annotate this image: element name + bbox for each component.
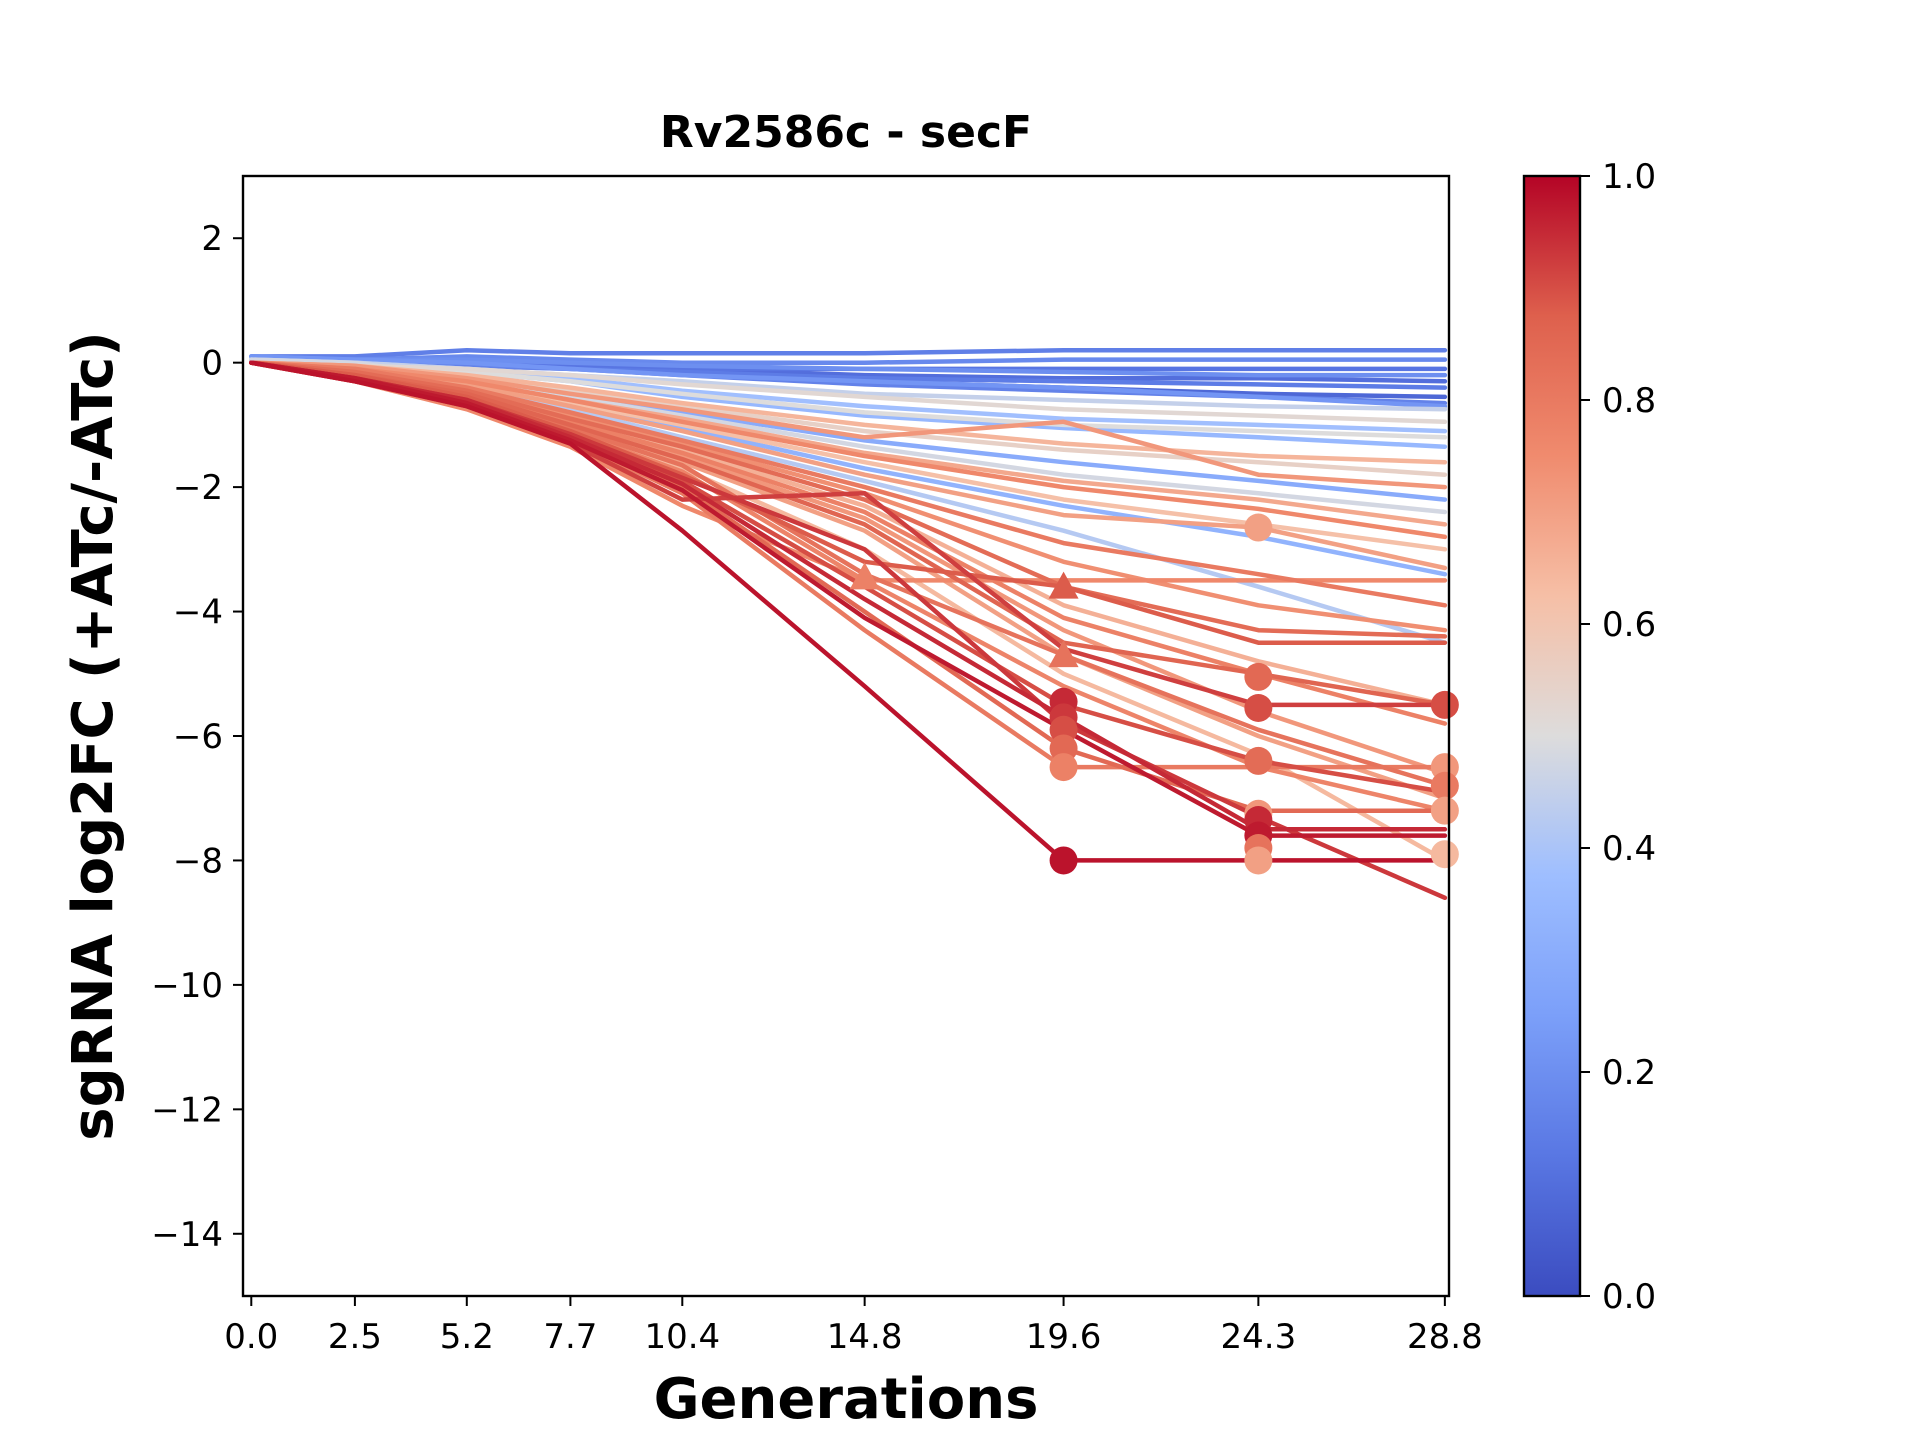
x-tick-label: 24.3 (1221, 1317, 1297, 1357)
y-tick-label: 0 (201, 344, 223, 384)
end-marker-circle (1244, 694, 1273, 722)
x-tick-label: 5.2 (440, 1317, 494, 1357)
x-axis-label: Generations (654, 1367, 1039, 1432)
series-line (249, 360, 1448, 639)
y-tick-label: −12 (151, 1090, 223, 1130)
y-axis: 2 0 −2 −4 −6 −8 −10 −12 −14 (151, 219, 243, 1255)
colorbar-tick-label: 0.8 (1602, 381, 1656, 421)
series-layer (249, 347, 1448, 901)
colorbar-tick-label: 0.0 (1602, 1277, 1656, 1317)
x-tick-label: 7.7 (543, 1317, 597, 1357)
end-marker-circle (1430, 796, 1459, 825)
end-marker-circle (1049, 753, 1078, 782)
colorbar-tick-label: 1.0 (1602, 157, 1656, 197)
x-tick-label: 28.8 (1407, 1317, 1483, 1357)
series-line (249, 360, 1448, 863)
x-tick-label: 2.5 (328, 1317, 382, 1357)
series-line (249, 360, 1448, 490)
end-marker-circle (1049, 846, 1078, 875)
y-tick-label: −10 (151, 966, 223, 1006)
series-line (249, 354, 1448, 409)
end-marker-triangle (1048, 571, 1079, 599)
colorbar-tick-label: 0.6 (1602, 605, 1656, 645)
y-tick-label: −6 (173, 717, 223, 757)
x-tick-label: 0.0 (224, 1317, 278, 1357)
y-tick-label: −8 (173, 841, 223, 881)
x-tick-label: 10.4 (644, 1317, 720, 1357)
end-marker-triangle (1048, 640, 1079, 668)
plot-frame (241, 174, 1451, 1298)
x-axis: 0.0 2.5 5.2 7.7 10.4 14.8 19.6 24.3 28.8 (224, 1296, 1483, 1357)
series-line (249, 360, 1448, 645)
end-marker-circle (1244, 662, 1273, 691)
end-marker-circle (1430, 771, 1459, 800)
series-line (249, 347, 1448, 359)
y-axis-label: sgRNA log2FC (+ATc/-ATc) (61, 331, 126, 1141)
end-marker-circle (1244, 513, 1273, 542)
x-tick-label: 19.6 (1026, 1317, 1102, 1357)
series-line (249, 360, 1448, 608)
y-tick-label: −4 (173, 593, 223, 633)
colorbar-tick-label: 0.4 (1602, 829, 1656, 869)
colorbar-tick-label: 0.2 (1602, 1053, 1656, 1093)
colorbar: 0.0 0.2 0.4 0.6 0.8 1.0 (1522, 157, 1656, 1317)
y-tick-label: −2 (173, 468, 223, 508)
chart-title: Rv2586c - secF (660, 107, 1032, 158)
end-marker-circle (1430, 840, 1459, 869)
y-tick-label: 2 (201, 219, 223, 259)
end-marker-circle (1244, 746, 1273, 775)
end-marker-circle (1430, 690, 1459, 719)
x-tick-label: 14.8 (827, 1317, 903, 1357)
series-line (249, 360, 1448, 838)
colorbar-gradient (1522, 174, 1582, 1298)
y-tick-label: −14 (151, 1215, 223, 1255)
end-marker-circle (1244, 846, 1273, 875)
marker-layer (849, 513, 1459, 875)
colorbar-ticks: 0.0 0.2 0.4 0.6 0.8 1.0 (1580, 157, 1656, 1317)
end-marker-triangle (849, 562, 880, 590)
